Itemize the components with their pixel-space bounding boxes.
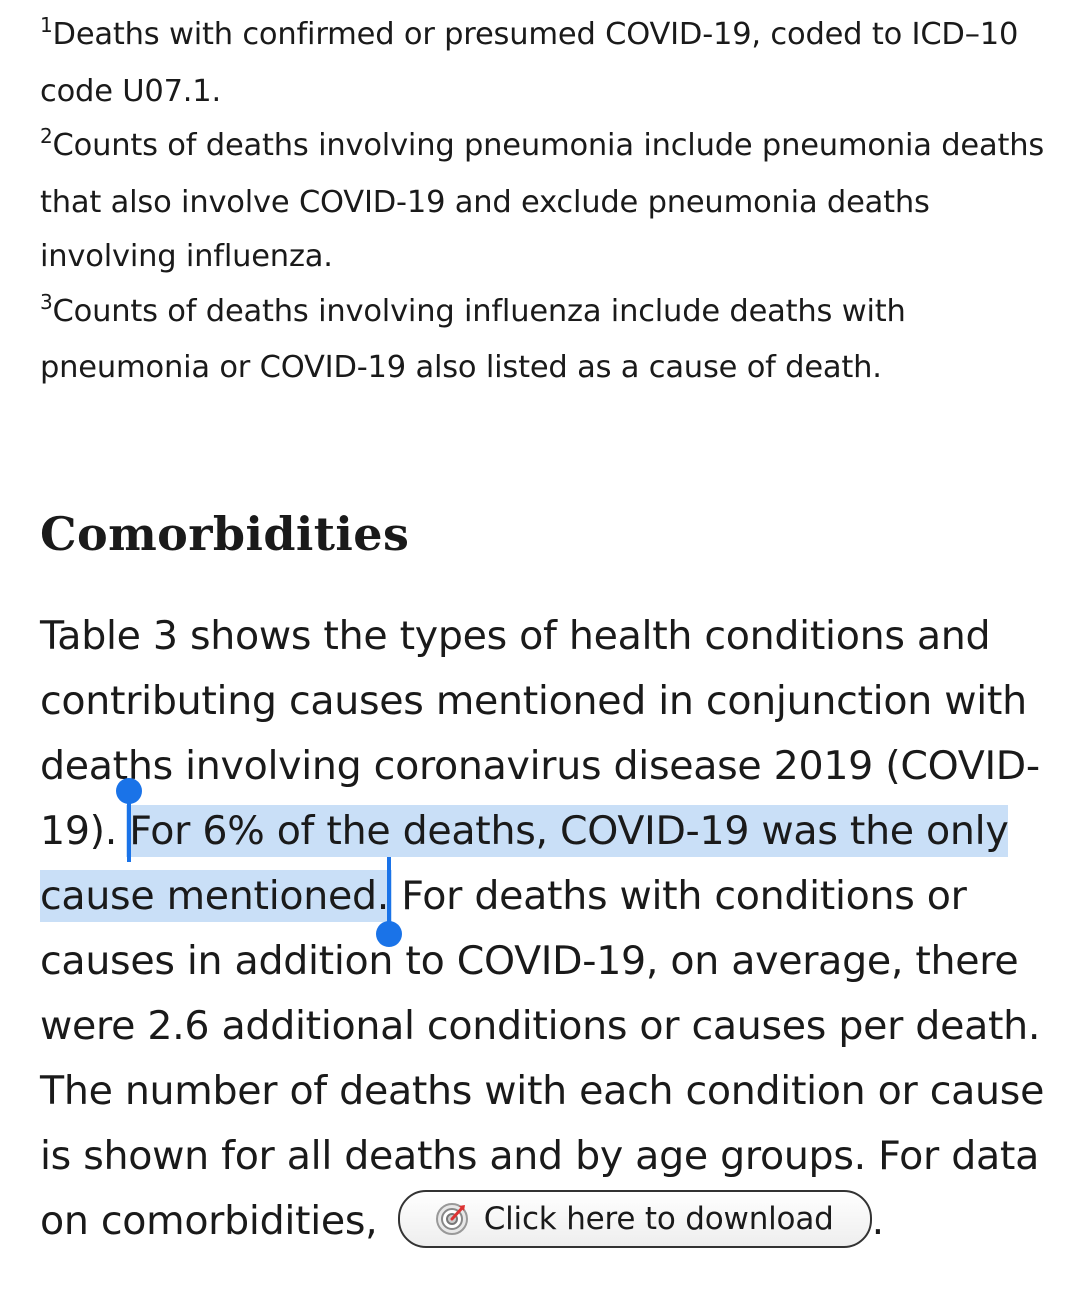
article-page: 1Deaths with confirmed or presumed COVID… xyxy=(40,0,1050,1293)
paragraph-text-before: Table 3 shows the types of health condit… xyxy=(40,612,1040,854)
footnote-3: 3Counts of deaths involving influenza in… xyxy=(40,285,1050,396)
footnote-text: Counts of deaths involving pneumonia inc… xyxy=(40,128,1045,274)
download-target-icon xyxy=(435,1203,468,1235)
footnote-2: 2Counts of deaths involving pneumonia in… xyxy=(40,119,1050,285)
footnote-text: Counts of deaths involving influenza inc… xyxy=(40,293,906,386)
download-button-label: Click here to download xyxy=(483,1200,834,1237)
body-paragraph: Table 3 shows the types of health condit… xyxy=(40,604,1050,1254)
footnote-marker: 1 xyxy=(40,13,53,37)
footnote-marker: 2 xyxy=(40,124,53,148)
paragraph-trailing: . xyxy=(871,1197,885,1244)
footnotes: 1Deaths with confirmed or presumed COVID… xyxy=(40,8,1050,396)
footnote-1: 1Deaths with confirmed or presumed COVID… xyxy=(40,8,1050,119)
footnote-marker: 3 xyxy=(40,289,53,314)
section-heading: Comorbidities xyxy=(40,506,410,561)
footnote-text: Deaths with confirmed or presumed COVID-… xyxy=(40,17,1019,109)
download-button[interactable]: Click here to download xyxy=(397,1190,872,1248)
paragraph-text-after: For deaths with conditions or causes in … xyxy=(40,872,1045,1244)
